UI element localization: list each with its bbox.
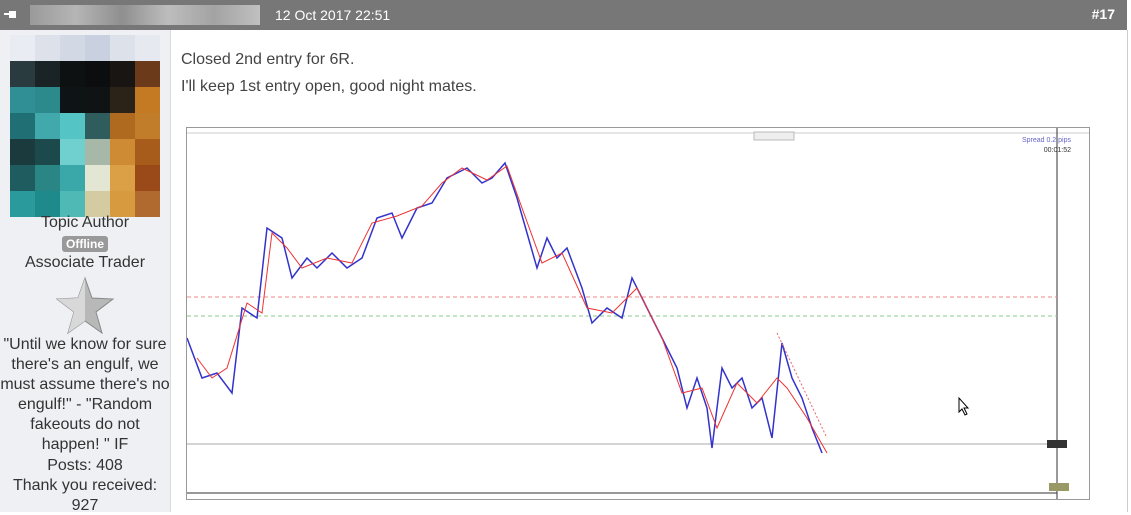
timer-label: 00:01:52: [1044, 147, 1071, 154]
author-role: Topic Author: [40, 214, 130, 231]
post-text: Closed 2nd entry for 6R.: [181, 51, 355, 68]
post-date: 12 Oct 2017 22:51: [275, 7, 391, 23]
thanks-count: 927: [71, 497, 99, 514]
rank-star: [55, 276, 115, 335]
chart-screenshot[interactable]: Spread 0.2 pips 00:01:52: [186, 127, 1090, 500]
spread-label: Spread 0.2 pips: [1022, 137, 1072, 144]
post-text: I'll keep 1st entry open, good night mat…: [181, 78, 477, 95]
post-icon: [4, 11, 16, 18]
post-count: Posts: 408: [47, 457, 123, 474]
status-badge: Offline: [62, 236, 108, 252]
post-number[interactable]: #17: [1091, 6, 1115, 22]
avatar[interactable]: [10, 35, 160, 217]
author-rank: Associate Trader: [24, 254, 146, 271]
post-body: Closed 2nd entry for 6R. I'll keep 1st e…: [171, 30, 1128, 512]
username-blurred[interactable]: [30, 5, 260, 25]
author-sidebar: Topic Author Offline Associate Trader "U…: [0, 30, 171, 514]
thanks-label: Thank you received:: [12, 477, 158, 494]
signature: "Until we know for sure there's an engul…: [0, 336, 170, 453]
post-header: 12 Oct 2017 22:51 #17: [0, 0, 1127, 30]
